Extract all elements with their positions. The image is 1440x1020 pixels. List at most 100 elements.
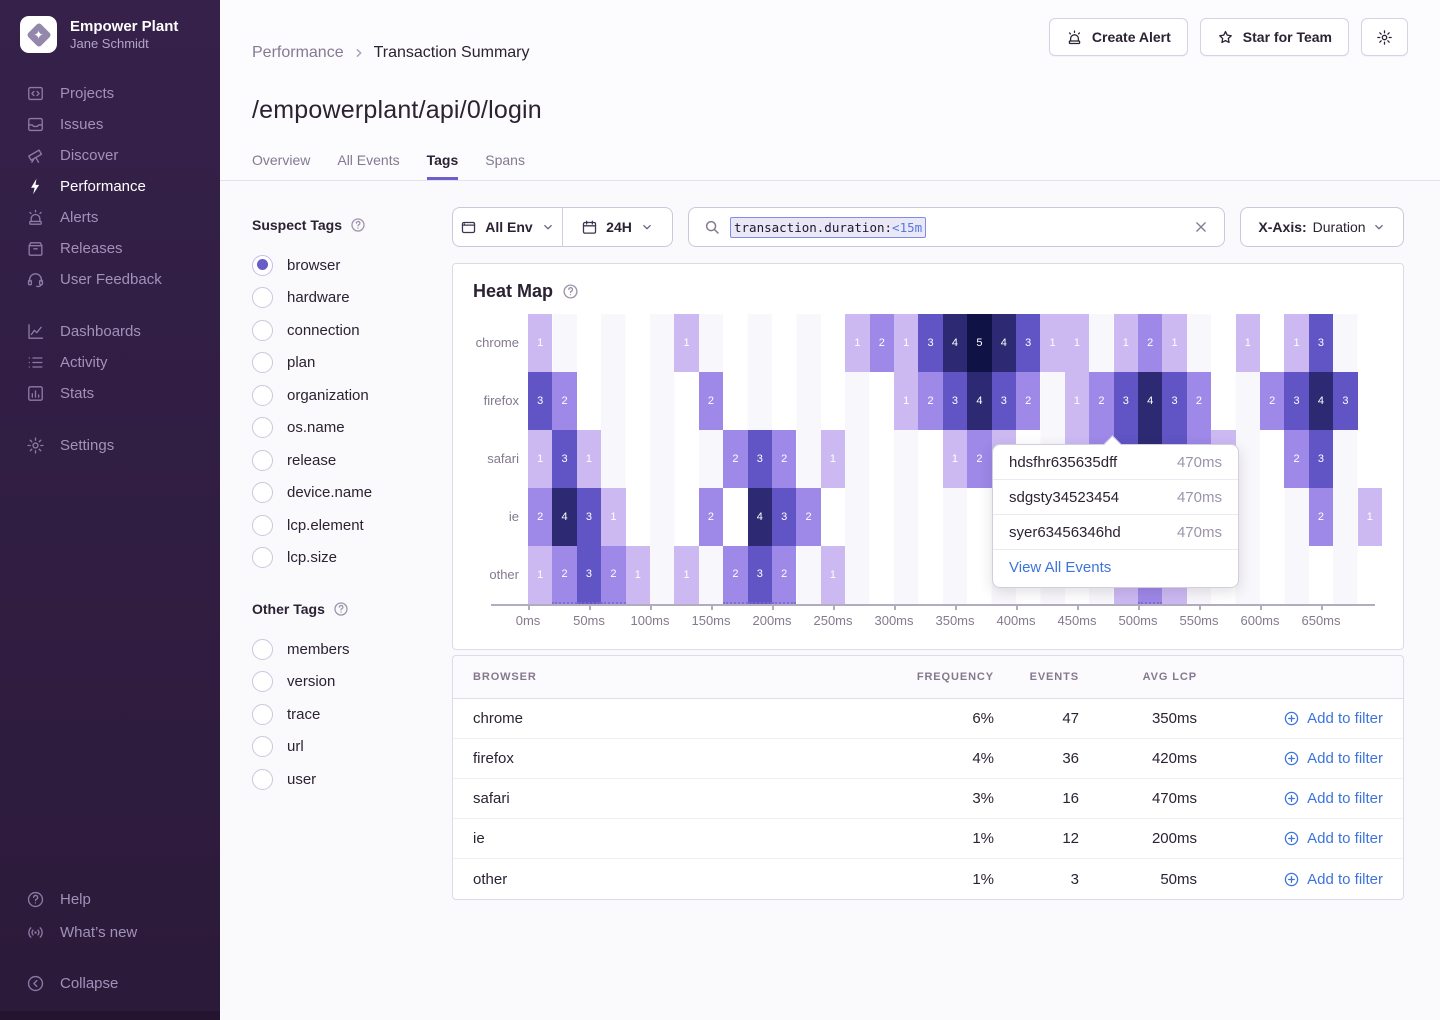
heatmap-cell-ie-10[interactable]: 3 bbox=[772, 488, 797, 546]
heatmap-cell-firefox-31[interactable]: 3 bbox=[1284, 372, 1309, 430]
heatmap-cell-chrome-20[interactable]: 3 bbox=[1016, 314, 1041, 372]
other-tag-radio-version[interactable]: version bbox=[252, 666, 447, 699]
tooltip-event-row[interactable]: sdgsty34523454 470ms bbox=[993, 480, 1238, 515]
sidebar-item-help[interactable]: Help bbox=[0, 883, 220, 916]
heatmap-cell-chrome-15[interactable]: 1 bbox=[894, 314, 919, 372]
heatmap-cell-ie-1[interactable]: 4 bbox=[552, 488, 577, 546]
clear-search-icon[interactable] bbox=[1192, 218, 1210, 236]
suspect-tag-radio-browser[interactable]: browser bbox=[252, 249, 447, 282]
heatmap-cell-safari-0[interactable]: 1 bbox=[528, 430, 553, 488]
heatmap-cell-chrome-29[interactable]: 1 bbox=[1235, 314, 1260, 372]
heatmap-cell-firefox-7[interactable]: 2 bbox=[698, 372, 724, 430]
sidebar-item-discover[interactable]: Discover bbox=[0, 140, 220, 171]
sidebar-item-user-feedback[interactable]: User Feedback bbox=[0, 264, 220, 295]
suspect-tag-radio-hardware[interactable]: hardware bbox=[252, 282, 447, 315]
other-tag-radio-user[interactable]: user bbox=[252, 763, 447, 796]
breadcrumb-performance[interactable]: Performance bbox=[252, 44, 344, 61]
heatmap-cell-chrome-25[interactable]: 2 bbox=[1138, 314, 1163, 372]
add-to-filter-link[interactable]: Add to filter bbox=[1197, 830, 1383, 847]
heatmap-cell-firefox-32[interactable]: 4 bbox=[1308, 372, 1334, 430]
heatmap-cell-firefox-30[interactable]: 2 bbox=[1260, 372, 1285, 430]
add-to-filter-link[interactable]: Add to filter bbox=[1197, 871, 1383, 888]
suspect-tag-radio-device-name[interactable]: device.name bbox=[252, 477, 447, 510]
question-circle-icon[interactable] bbox=[562, 283, 579, 300]
heatmap-cell-chrome-22[interactable]: 1 bbox=[1064, 314, 1090, 372]
other-tag-radio-trace[interactable]: trace bbox=[252, 698, 447, 731]
question-circle-icon[interactable] bbox=[350, 217, 366, 233]
heatmap-cell-firefox-23[interactable]: 2 bbox=[1089, 372, 1114, 430]
heatmap-cell-ie-2[interactable]: 3 bbox=[576, 488, 602, 546]
suspect-tag-radio-lcp-size[interactable]: lcp.size bbox=[252, 542, 447, 575]
heatmap-cell-firefox-20[interactable]: 2 bbox=[1016, 372, 1041, 430]
search-filter-token[interactable]: transaction.duration:<15m bbox=[730, 216, 927, 238]
heatmap-cell-safari-8[interactable]: 2 bbox=[723, 430, 748, 488]
heatmap-cell-safari-2[interactable]: 1 bbox=[576, 430, 602, 488]
add-to-filter-link[interactable]: Add to filter bbox=[1197, 710, 1383, 727]
heatmap-cell-chrome-31[interactable]: 1 bbox=[1284, 314, 1309, 372]
other-tag-radio-members[interactable]: members bbox=[252, 633, 447, 666]
heatmap-cell-firefox-19[interactable]: 3 bbox=[991, 372, 1016, 430]
heatmap-cell-other-6[interactable]: 1 bbox=[674, 546, 699, 604]
suspect-tag-radio-lcp-element[interactable]: lcp.element bbox=[252, 509, 447, 542]
heatmap-cell-ie-34[interactable]: 1 bbox=[1357, 488, 1382, 546]
heatmap-cell-firefox-0[interactable]: 3 bbox=[528, 372, 553, 430]
heatmap-cell-safari-18[interactable]: 2 bbox=[967, 430, 992, 488]
heatmap-cell-other-3[interactable]: 2 bbox=[601, 546, 626, 604]
heatmap-cell-firefox-16[interactable]: 2 bbox=[918, 372, 943, 430]
heatmap-cell-chrome-24[interactable]: 1 bbox=[1113, 314, 1138, 372]
sidebar-collapse-button[interactable]: Collapse bbox=[0, 967, 220, 1000]
heatmap-cell-ie-7[interactable]: 2 bbox=[698, 488, 724, 546]
heatmap-cell-other-4[interactable]: 1 bbox=[625, 546, 650, 604]
sidebar-item-stats[interactable]: Stats bbox=[0, 378, 220, 409]
heatmap-cell-safari-10[interactable]: 2 bbox=[772, 430, 797, 488]
heatmap-cell-firefox-33[interactable]: 3 bbox=[1333, 372, 1358, 430]
settings-button[interactable] bbox=[1361, 18, 1408, 56]
tab-spans[interactable]: Spans bbox=[485, 152, 525, 168]
heatmap-cell-chrome-16[interactable]: 3 bbox=[918, 314, 943, 372]
add-to-filter-link[interactable]: Add to filter bbox=[1197, 790, 1383, 807]
heatmap-cell-chrome-6[interactable]: 1 bbox=[674, 314, 699, 372]
heatmap-cell-chrome-32[interactable]: 3 bbox=[1308, 314, 1334, 372]
heatmap-cell-firefox-18[interactable]: 4 bbox=[967, 372, 992, 430]
heatmap-cell-ie-11[interactable]: 2 bbox=[796, 488, 821, 546]
heatmap-cell-firefox-1[interactable]: 2 bbox=[552, 372, 577, 430]
heatmap-cell-firefox-22[interactable]: 1 bbox=[1064, 372, 1090, 430]
heatmap-cell-ie-32[interactable]: 2 bbox=[1308, 488, 1334, 546]
tab-tags[interactable]: Tags bbox=[426, 152, 459, 180]
suspect-tag-radio-connection[interactable]: connection bbox=[252, 314, 447, 347]
sidebar-item-what-s-new[interactable]: What’s new bbox=[0, 916, 220, 949]
heatmap-cell-safari-12[interactable]: 1 bbox=[820, 430, 846, 488]
question-circle-icon[interactable] bbox=[333, 601, 349, 617]
heatmap-cell-ie-9[interactable]: 4 bbox=[747, 488, 772, 546]
heatmap-cell-chrome-13[interactable]: 1 bbox=[845, 314, 870, 372]
heatmap-cell-chrome-21[interactable]: 1 bbox=[1040, 314, 1065, 372]
sidebar-item-alerts[interactable]: Alerts bbox=[0, 202, 220, 233]
heatmap-cell-firefox-15[interactable]: 1 bbox=[894, 372, 919, 430]
heatmap-cell-chrome-14[interactable]: 2 bbox=[869, 314, 894, 372]
heatmap-cell-ie-3[interactable]: 1 bbox=[601, 488, 626, 546]
sidebar-item-performance[interactable]: Performance bbox=[0, 171, 220, 202]
heatmap-cell-firefox-17[interactable]: 3 bbox=[942, 372, 968, 430]
create-alert-button[interactable]: Create Alert bbox=[1048, 18, 1188, 56]
sidebar-item-dashboards[interactable]: Dashboards bbox=[0, 316, 220, 347]
heatmap-cell-other-9[interactable]: 3 bbox=[747, 546, 772, 604]
heatmap-cell-other-12[interactable]: 1 bbox=[820, 546, 846, 604]
heatmap-cell-chrome-26[interactable]: 1 bbox=[1162, 314, 1187, 372]
heatmap-cell-chrome-19[interactable]: 4 bbox=[991, 314, 1016, 372]
heatmap-cell-safari-32[interactable]: 3 bbox=[1308, 430, 1334, 488]
tooltip-event-row[interactable]: syer63456346hd 470ms bbox=[993, 515, 1238, 550]
search-input[interactable]: transaction.duration:<15m bbox=[688, 207, 1225, 247]
add-to-filter-link[interactable]: Add to filter bbox=[1197, 750, 1383, 767]
heatmap-cell-other-8[interactable]: 2 bbox=[723, 546, 748, 604]
heatmap-cell-safari-31[interactable]: 2 bbox=[1284, 430, 1309, 488]
sidebar-item-activity[interactable]: Activity bbox=[0, 347, 220, 378]
tab-overview[interactable]: Overview bbox=[252, 152, 311, 168]
sidebar-item-issues[interactable]: Issues bbox=[0, 109, 220, 140]
heatmap-cell-safari-17[interactable]: 1 bbox=[942, 430, 968, 488]
heatmap-cell-chrome-17[interactable]: 4 bbox=[942, 314, 968, 372]
environment-selector[interactable]: All Env bbox=[453, 219, 562, 236]
suspect-tag-radio-release[interactable]: release bbox=[252, 444, 447, 477]
other-tag-radio-url[interactable]: url bbox=[252, 731, 447, 764]
tooltip-event-row[interactable]: hdsfhr635635dff 470ms bbox=[993, 445, 1238, 480]
